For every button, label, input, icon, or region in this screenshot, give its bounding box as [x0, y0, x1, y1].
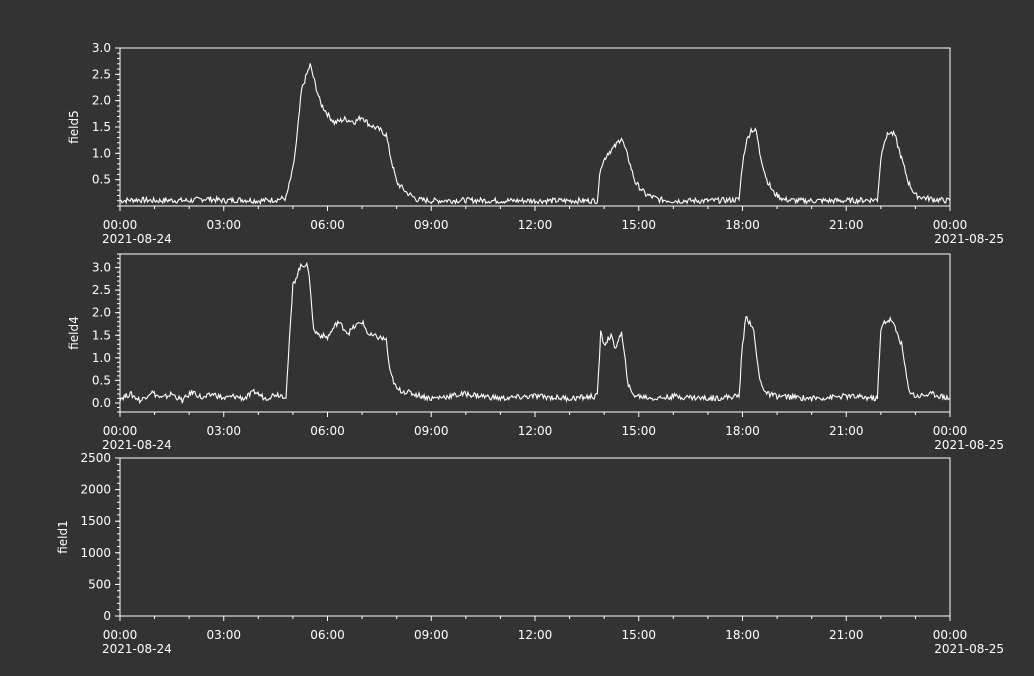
x-tick-label-3: 00:00 [933, 628, 968, 642]
y-tick-label-2: 1.0 [92, 351, 111, 365]
series-line-field4 [119, 261, 951, 405]
x-tick-label-1: 21:00 [829, 218, 864, 232]
y-axis-label-3: field1 [56, 520, 70, 554]
x-tick-label-1: 00:00 [933, 218, 968, 232]
x-tick-label-3: 03:00 [206, 628, 241, 642]
y-tick-label-3: 500 [88, 577, 111, 591]
y-tick-label-1: 3.0 [92, 41, 111, 55]
y-tick-label-1: 1.0 [92, 146, 111, 160]
x-tick-label-2: 18:00 [725, 424, 760, 438]
x-tick-label-2: 00:00 [103, 424, 138, 438]
date-label-right-3: 2021-08-25 [934, 642, 1004, 656]
y-tick-label-1: 2.0 [92, 94, 111, 108]
y-tick-label-2: 2.5 [92, 283, 111, 297]
series-line-field5 [119, 63, 951, 206]
x-tick-label-1: 06:00 [310, 218, 345, 232]
y-tick-label-3: 0 [103, 609, 111, 623]
y-axis-label-2: field4 [67, 316, 81, 350]
y-axis-label-1: field5 [67, 110, 81, 144]
x-tick-label-3: 21:00 [829, 628, 864, 642]
x-tick-label-1: 03:00 [206, 218, 241, 232]
x-tick-label-1: 12:00 [518, 218, 553, 232]
x-tick-label-3: 09:00 [414, 628, 449, 642]
x-tick-label-2: 09:00 [414, 424, 449, 438]
x-tick-label-1: 15:00 [621, 218, 656, 232]
y-tick-label-2: 3.0 [92, 261, 111, 275]
plot-frame-3 [119, 457, 951, 617]
y-tick-label-2: 2.0 [92, 306, 111, 320]
x-tick-label-2: 03:00 [206, 424, 241, 438]
y-tick-label-2: 0.0 [92, 396, 111, 410]
x-tick-label-2: 15:00 [621, 424, 656, 438]
x-tick-label-1: 18:00 [725, 218, 760, 232]
date-label-right-1: 2021-08-25 [934, 232, 1004, 246]
x-tick-label-3: 12:00 [518, 628, 553, 642]
y-tick-label-3: 2500 [80, 451, 111, 465]
x-tick-label-3: 06:00 [310, 628, 345, 642]
x-tick-label-1: 09:00 [414, 218, 449, 232]
x-tick-label-2: 06:00 [310, 424, 345, 438]
y-tick-label-2: 0.5 [92, 373, 111, 387]
x-tick-label-3: 15:00 [621, 628, 656, 642]
plot-frame-2 [119, 253, 951, 413]
x-tick-label-1: 00:00 [103, 218, 138, 232]
date-label-right-2: 2021-08-25 [934, 438, 1004, 452]
plot-frame-1 [119, 47, 951, 207]
y-tick-label-3: 2000 [80, 483, 111, 497]
x-tick-label-2: 12:00 [518, 424, 553, 438]
date-label-left-2: 2021-08-24 [102, 438, 172, 452]
x-tick-label-2: 21:00 [829, 424, 864, 438]
date-label-left-1: 2021-08-24 [102, 232, 172, 246]
y-tick-label-1: 2.5 [92, 67, 111, 81]
y-tick-label-2: 1.5 [92, 328, 111, 342]
x-tick-label-2: 00:00 [933, 424, 968, 438]
y-tick-label-1: 0.5 [92, 173, 111, 187]
y-tick-label-3: 1000 [80, 546, 111, 560]
y-tick-label-1: 1.5 [92, 120, 111, 134]
x-tick-label-3: 18:00 [725, 628, 760, 642]
x-tick-label-3: 00:00 [103, 628, 138, 642]
y-tick-label-3: 1500 [80, 514, 111, 528]
date-label-left-3: 2021-08-24 [102, 642, 172, 656]
